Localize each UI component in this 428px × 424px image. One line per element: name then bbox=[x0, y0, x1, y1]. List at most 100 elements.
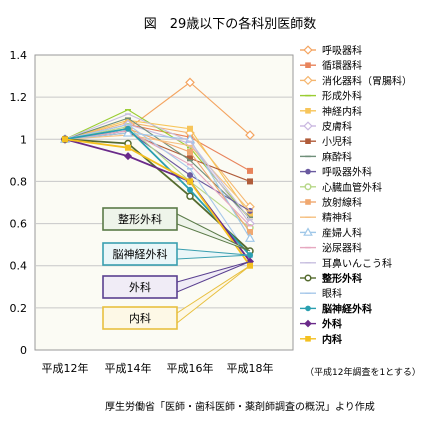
series-point bbox=[245, 130, 255, 140]
legend-label: 神経内科 bbox=[322, 105, 362, 118]
x-tick-label: 平成12年 bbox=[42, 361, 89, 375]
series-point bbox=[62, 136, 68, 143]
y-tick-label: 0 bbox=[20, 344, 27, 357]
series-point bbox=[305, 108, 311, 114]
legend-label: 形成外科 bbox=[322, 90, 362, 103]
series-point bbox=[305, 168, 311, 175]
legend-item: 形成外科 bbox=[300, 90, 362, 103]
legend-label: 脳神経外科 bbox=[322, 302, 372, 315]
legend-item: 呼吸器科 bbox=[300, 44, 362, 57]
legend-label: 精神科 bbox=[322, 211, 352, 224]
series-line bbox=[64, 126, 251, 229]
series-line bbox=[64, 130, 251, 227]
series-point bbox=[305, 336, 311, 342]
series-line bbox=[64, 113, 251, 220]
series-point bbox=[247, 178, 253, 185]
series-lines bbox=[59, 77, 256, 269]
callout-label: 整形外科 bbox=[118, 212, 162, 226]
series-point bbox=[247, 212, 253, 219]
series-point bbox=[304, 183, 312, 191]
callout-box bbox=[102, 242, 178, 266]
x-tick-label: 平成16年 bbox=[167, 361, 214, 375]
legend-item: 産婦人科 bbox=[300, 226, 362, 239]
legend-item: 放射線科 bbox=[300, 196, 362, 209]
y-tick-label: 1.2 bbox=[10, 91, 28, 104]
legend-item: 精神科 bbox=[300, 211, 352, 224]
series-point bbox=[125, 144, 131, 151]
legend-label: 放射線科 bbox=[322, 196, 362, 209]
legend-label: 眼科 bbox=[322, 287, 342, 300]
legend-item: 内科 bbox=[300, 333, 342, 346]
series-point bbox=[185, 77, 195, 88]
series-point bbox=[244, 233, 256, 242]
callout: 外科 bbox=[102, 261, 251, 299]
y-tick-label: 0.2 bbox=[10, 302, 28, 315]
callout: 脳神経外科 bbox=[102, 242, 251, 266]
legend-label: 呼吸器科 bbox=[322, 44, 362, 57]
callout-box bbox=[102, 306, 178, 330]
series-line bbox=[64, 134, 251, 212]
chart-source: 厚生労働省「医師・歯科医師・薬剤師調査の概況」より作成 bbox=[105, 400, 375, 413]
series-point bbox=[187, 186, 193, 193]
series-point bbox=[187, 178, 193, 185]
y-tick-label: 0.8 bbox=[10, 175, 28, 188]
series-line bbox=[64, 123, 251, 258]
legend-label: 心臓血管外科 bbox=[322, 181, 382, 194]
y-tick-label: 1 bbox=[20, 133, 27, 146]
legend-label: 小児科 bbox=[322, 135, 352, 148]
legend-item: 循環器科 bbox=[300, 59, 362, 72]
legend-label: 麻酔科 bbox=[322, 150, 352, 163]
series-line bbox=[64, 132, 251, 239]
series-point bbox=[304, 274, 312, 282]
series-point bbox=[303, 45, 313, 55]
legend-item: 心臓血管外科 bbox=[300, 181, 382, 194]
legend-item: 皮膚科 bbox=[300, 120, 352, 133]
callout-box bbox=[102, 275, 178, 299]
series-point bbox=[186, 192, 194, 200]
series-line bbox=[64, 138, 251, 267]
series-line bbox=[64, 138, 251, 263]
y-tick-label: 0.6 bbox=[10, 218, 28, 231]
legend-item: 脳神経外科 bbox=[300, 302, 372, 315]
series-point bbox=[187, 148, 193, 155]
plot-background bbox=[34, 54, 294, 351]
legend-item: 小児科 bbox=[300, 135, 352, 148]
callout-label: 内科 bbox=[129, 311, 151, 325]
x-tick-label: 平成18年 bbox=[227, 361, 274, 375]
legend-label: 泌尿器科 bbox=[322, 242, 362, 255]
y-tick-label: 0.4 bbox=[10, 260, 28, 273]
series-point bbox=[304, 319, 312, 328]
legend-label: 循環器科 bbox=[322, 59, 362, 72]
legend-label: 産婦人科 bbox=[322, 226, 362, 239]
series-point bbox=[305, 199, 311, 205]
series-point bbox=[187, 125, 193, 132]
legend-item: 消化器科（胃腸科） bbox=[300, 74, 412, 87]
legend-item: 呼吸器外科 bbox=[300, 166, 372, 179]
callout-box bbox=[102, 207, 178, 231]
legend-item: 耳鼻いんこう科 bbox=[300, 257, 392, 270]
y-tick-label: 1.4 bbox=[10, 49, 28, 62]
chart-note: （平成12年調査を1とする） bbox=[305, 366, 421, 378]
legend-label: 整形外科 bbox=[321, 272, 362, 285]
callout-label: 脳神経外科 bbox=[113, 247, 168, 261]
x-axis-ticks: 平成12年 平成14年 平成16年 平成18年 bbox=[42, 361, 274, 375]
callout: 内科 bbox=[102, 265, 251, 330]
series-point bbox=[124, 152, 132, 161]
chart-title: 図 29歳以下の各科別医師数 bbox=[144, 16, 317, 32]
series-line bbox=[64, 119, 251, 216]
legend-label: 消化器科（胃腸科） bbox=[322, 74, 412, 87]
series-point bbox=[187, 172, 193, 179]
series-point bbox=[303, 75, 313, 86]
callout-label: 外科 bbox=[129, 280, 151, 294]
legend-item: 神経内科 bbox=[300, 105, 362, 118]
legend-item: 整形外科 bbox=[300, 272, 362, 285]
series-point bbox=[187, 155, 193, 162]
y-axis-ticks: 0 0.2 0.4 0.6 0.8 1 1.2 1.4 bbox=[10, 49, 28, 357]
legend-label: 内科 bbox=[322, 333, 342, 346]
legend-label: 耳鼻いんこう科 bbox=[322, 257, 392, 270]
legend-item: 泌尿器科 bbox=[300, 242, 362, 255]
legend-label: 呼吸器外科 bbox=[322, 166, 372, 179]
series-point bbox=[303, 121, 313, 131]
